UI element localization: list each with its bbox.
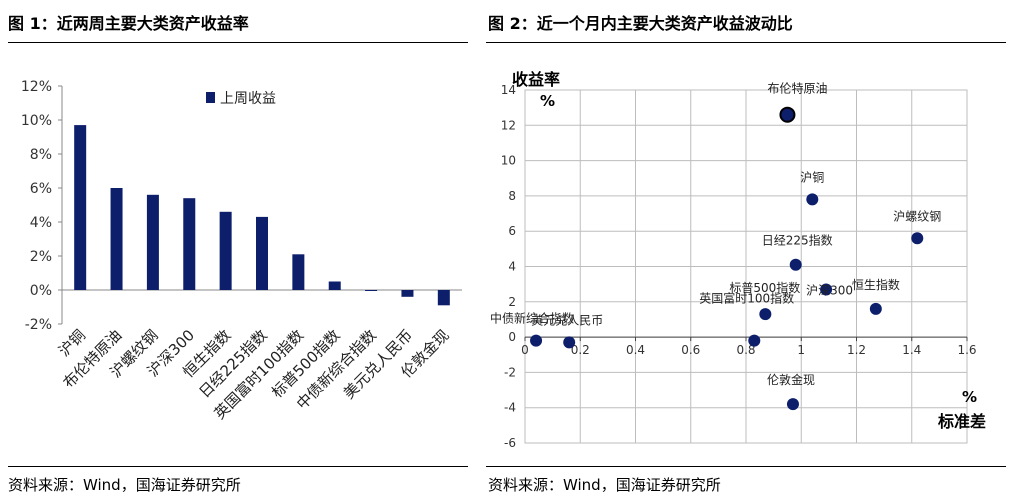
x-tick-label: 0.8: [736, 343, 755, 357]
scatter-point: [779, 106, 796, 123]
y-tick-label: 6%: [30, 181, 52, 197]
scatter-point: [820, 283, 833, 296]
chart1-title: 图 1：近两周主要大类资产收益率: [8, 14, 249, 33]
chart2-source-rule: [486, 466, 1006, 467]
bar: [437, 290, 450, 306]
y-tick-label: -2%: [25, 317, 52, 333]
bar: [365, 290, 378, 291]
bar: [292, 254, 305, 290]
x-tick-label: 0.2: [571, 343, 590, 357]
y-tick-label: 12%: [21, 79, 52, 95]
scatter-point: [748, 334, 761, 347]
y-tick-label: 8%: [30, 147, 52, 163]
right-chart-panel: 图 2：近一个月内主要大类资产收益波动比 14 12 10 8 6 4 2 0 -2 -4 -6 0 0…: [480, 0, 1014, 504]
x-axis-unit: %: [962, 388, 977, 406]
bar: [328, 281, 341, 290]
y-tick-label: 0: [508, 330, 516, 344]
point-label: 伦敦金现: [767, 372, 815, 387]
point-label: 沪螺纹钢: [893, 209, 941, 223]
bar: [146, 194, 159, 290]
x-tick-label: 1: [797, 343, 805, 357]
scatter-point: [563, 336, 576, 349]
scatter-point: [759, 308, 772, 321]
point-label: 标普500指数: [729, 280, 800, 295]
point-label: 日经225指数: [762, 233, 833, 248]
chart2-title: 图 2：近一个月内主要大类资产收益波动比: [488, 14, 793, 33]
scatter-point: [786, 398, 799, 411]
y-tick-label: -4: [504, 401, 516, 415]
bar: [183, 198, 196, 290]
x-axis-title: 标准差: [937, 412, 986, 431]
point-label: 沪铜: [800, 169, 824, 184]
y-tick-label: 6: [508, 224, 516, 238]
scatter-point: [911, 232, 924, 245]
x-tick-label: 0.6: [681, 343, 700, 357]
point-label: 美元兑人民币: [531, 313, 603, 327]
bar: [401, 290, 414, 297]
scatter-point: [869, 302, 882, 315]
bar: [74, 125, 87, 290]
y-tick-label: 4%: [30, 215, 52, 231]
chart2-source: 资料来源：Wind，国海证券研究所: [488, 476, 721, 494]
chart1-source-rule: [8, 466, 468, 467]
point-label: 中债新综合指数: [490, 311, 574, 326]
point-label: 恒生指数: [852, 277, 900, 292]
y-tick-label: 14: [501, 83, 516, 97]
x-tick-label: 0: [521, 343, 529, 357]
y-tick-label: 0%: [30, 283, 52, 299]
y-tick-label: -2: [504, 365, 516, 379]
x-tick-label: 1.2: [847, 343, 866, 357]
scatter-point: [789, 258, 802, 271]
chart1-title-rule: [8, 42, 468, 43]
y-tick-label: 2: [508, 295, 516, 309]
scatter-point: [806, 193, 819, 206]
scatter-point: [530, 334, 543, 347]
legend-label: 上周收益: [220, 91, 276, 107]
x-tick-label: 0.4: [626, 343, 645, 357]
point-label: 沪深300: [806, 283, 853, 297]
y-tick-label: -6: [504, 436, 516, 450]
y-tick-label: 10: [501, 154, 516, 168]
y-tick-label: 4: [508, 260, 516, 274]
bar-chart: 12%10%8%6%4%2%0%-2%沪铜布伦特原油沪螺纹钢沪深300恒生指数日…: [21, 79, 462, 423]
y-axis-title: 收益率: [512, 70, 560, 89]
chart2-title-rule: [486, 42, 1006, 43]
y-tick-label: 8: [508, 189, 516, 203]
scatter-chart: 14 12 10 8 6 4 2 0 -2 -4 -6 0 0.2 0.4 0.6 0.8 1 1.2 1.4 1.6…: [490, 70, 986, 450]
point-label: 布伦特原油: [767, 81, 827, 96]
bar: [256, 216, 268, 290]
x-tick-label: 1.6: [957, 343, 976, 357]
bar: [110, 188, 123, 290]
y-axis-unit: %: [540, 92, 555, 110]
chart1-source: 资料来源：Wind，国海证券研究所: [8, 476, 241, 494]
bar: [219, 211, 232, 290]
left-chart-panel: 图 1：近两周主要大类资产收益率 12% 10% 8% 6% 4% 2% 0% -2% 沪铜 布伦…: [0, 0, 480, 504]
y-tick-label: 10%: [21, 113, 52, 129]
y-tick-label: 12: [501, 118, 516, 132]
y-tick-label: 2%: [30, 249, 52, 265]
x-tick-label: 1.4: [902, 343, 921, 357]
point-label: 英国富时100指数: [699, 291, 794, 306]
legend-swatch: [206, 92, 215, 103]
